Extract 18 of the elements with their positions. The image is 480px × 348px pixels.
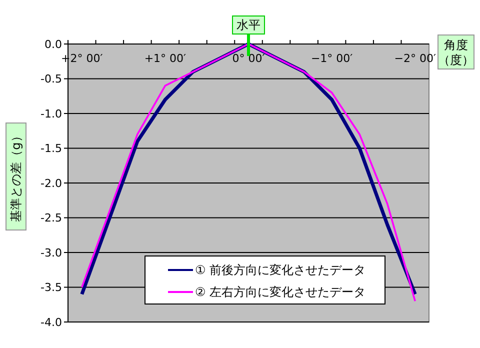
y-tick-label: -2.0 (40, 176, 62, 190)
y-tick-label: -3.0 (40, 246, 62, 260)
x-tick-label: −1° 00′ (310, 52, 354, 65)
y-tick-label: -1.0 (40, 107, 62, 120)
y-tick-label: -1.5 (40, 142, 62, 156)
x-tick-label: 0° 00′ (232, 52, 266, 65)
x-tick-label: +1° 00′ (144, 52, 187, 65)
y-tick-label: 0.0 (44, 38, 62, 51)
x-tick-label: −2° 00′ (394, 52, 436, 65)
annotation: 水平 (236, 18, 260, 32)
y-axis-title: 基準との差（g） (9, 130, 23, 222)
legend-label: ① 前後方向に変化させたデータ (195, 263, 366, 278)
legend-label: ② 左右方向に変化させたデータ (195, 285, 366, 300)
y-tick-label: -3.5 (40, 281, 62, 294)
y-tick-label: -4.0 (40, 316, 62, 329)
y-tick-label: -0.5 (40, 72, 62, 86)
x-axis-title: 角度（度） (438, 38, 474, 67)
y-tick-label: -2.5 (40, 212, 62, 225)
